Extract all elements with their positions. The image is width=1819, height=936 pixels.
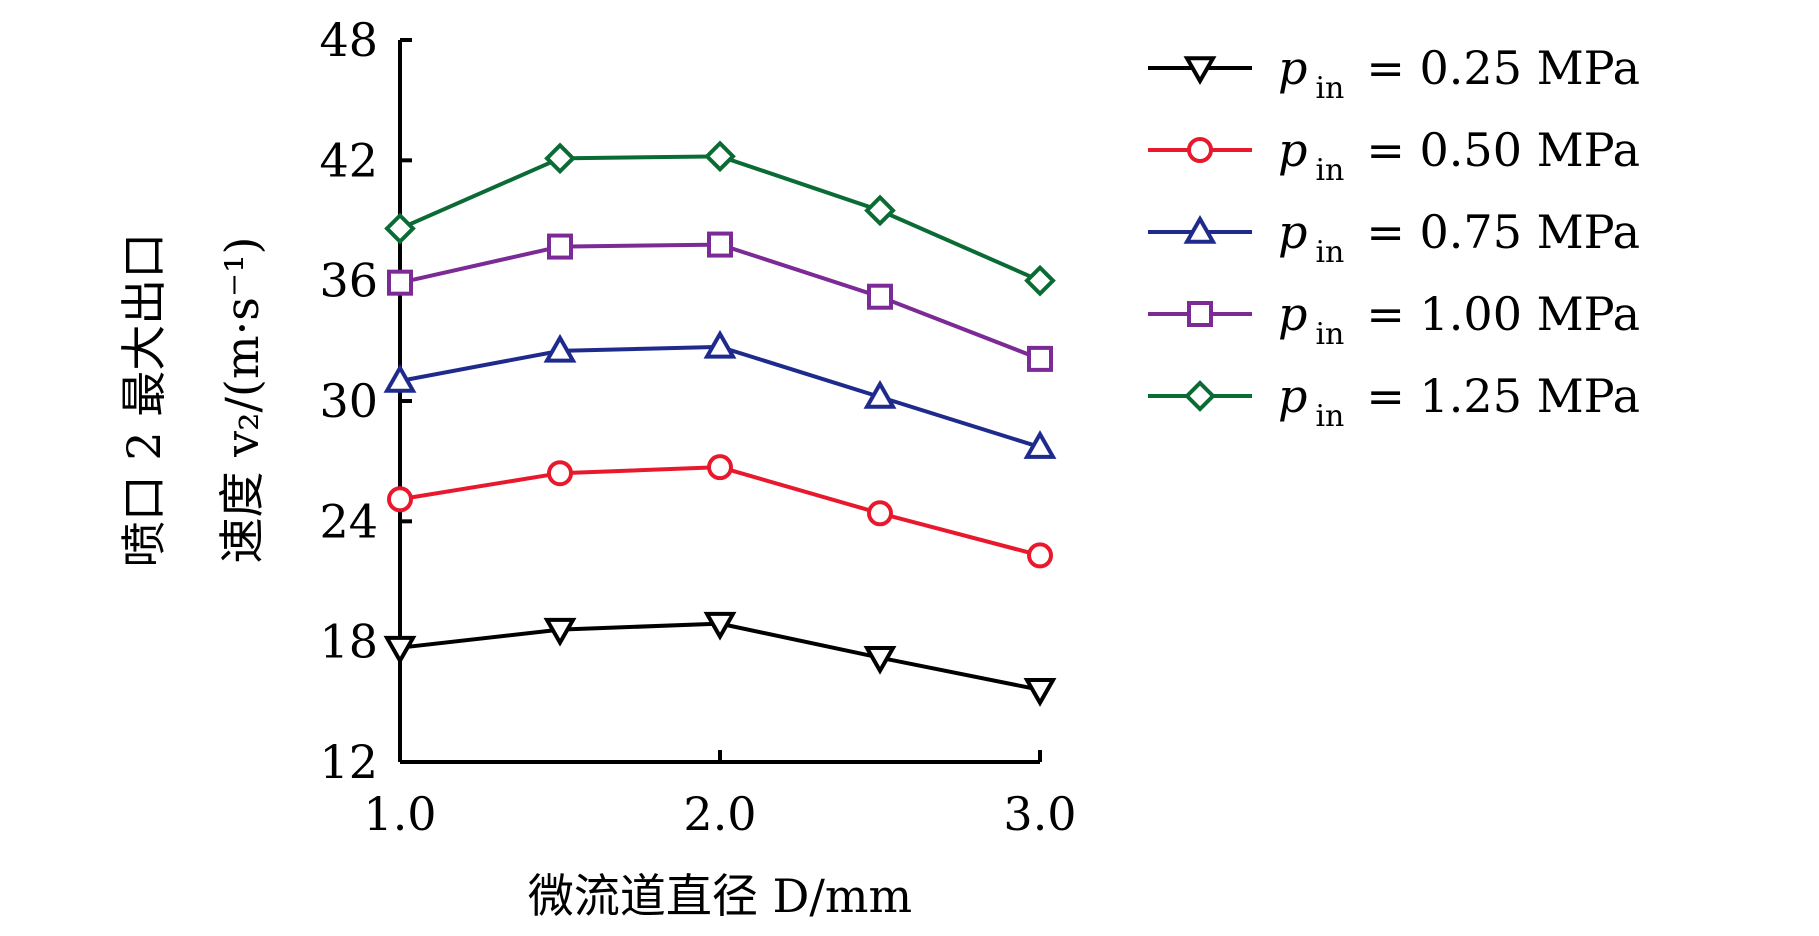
x-axis-title: 微流道直径 D/mm <box>528 869 912 923</box>
data-point <box>863 645 897 675</box>
data-point <box>1023 678 1057 707</box>
data-point <box>387 269 413 296</box>
data-point <box>383 635 417 665</box>
legend-label: p in = 1.25 MPa <box>1278 369 1640 434</box>
data-point <box>704 140 736 173</box>
data-point <box>1027 345 1053 372</box>
data-point <box>863 379 897 409</box>
series-2 <box>383 329 1057 459</box>
legend-marker <box>1183 56 1217 86</box>
data-point <box>1027 542 1053 569</box>
legend-entry: p in = 1.00 MPa <box>1148 287 1640 352</box>
y-axis-title-line1: 喷口 2 最大出口 <box>117 233 171 568</box>
x-tick-label: 2.0 <box>683 787 756 841</box>
x-tick-label: 1.0 <box>363 787 436 841</box>
legend-entry: p in = 0.25 MPa <box>1148 41 1640 106</box>
data-point <box>867 283 893 310</box>
legend-marker <box>1184 380 1216 412</box>
legend-label: p in = 0.25 MPa <box>1278 41 1640 106</box>
data-point <box>1024 264 1056 297</box>
series-0 <box>383 611 1057 707</box>
data-point <box>543 333 577 363</box>
legend: p in = 0.25 MPa p in = 0.50 MPa p in = 0.75 MPa p… <box>1148 41 1640 434</box>
data-point <box>703 611 737 641</box>
y-tick-label: 18 <box>319 615 378 669</box>
legend-entry: p in = 1.25 MPa <box>1148 369 1640 434</box>
legend-label: p in = 1.00 MPa <box>1278 287 1640 352</box>
data-point <box>543 617 577 647</box>
series-1 <box>387 454 1053 569</box>
data-point <box>544 142 576 175</box>
data-point <box>867 500 893 527</box>
legend-marker <box>1183 214 1217 244</box>
y-tick-label: 36 <box>319 254 378 308</box>
y-tick-label: 48 <box>319 13 378 67</box>
data-point <box>707 231 733 258</box>
data-point <box>1023 430 1057 459</box>
series-line <box>399 344 1041 450</box>
y-axis-title: 喷口 2 最大出口 速度 v₂/(m·s⁻¹) <box>117 233 269 568</box>
y-tick-label: 12 <box>319 735 378 789</box>
data-point <box>703 329 737 359</box>
data-point <box>387 486 413 513</box>
data-point <box>547 233 573 260</box>
data-point <box>383 363 417 393</box>
legend-label: p in = 0.75 MPa <box>1278 205 1640 270</box>
legend-label: p in = 0.50 MPa <box>1278 123 1640 188</box>
series-layer <box>383 140 1057 707</box>
data-point <box>707 454 733 481</box>
y-tick-label: 30 <box>319 374 378 428</box>
y-tick-label: 42 <box>319 133 378 187</box>
legend-marker <box>1187 301 1213 327</box>
y-axis-title-line2: 速度 v₂/(m·s⁻¹) <box>215 236 269 563</box>
series-4 <box>384 140 1056 297</box>
legend-marker <box>1187 137 1213 163</box>
axes: 12 18 24 30 36 42 48 1.0 2.0 3.0 <box>319 13 1076 841</box>
series-line <box>399 465 1041 558</box>
data-point <box>384 212 416 245</box>
data-point <box>547 460 573 487</box>
legend-entry: p in = 0.75 MPa <box>1148 205 1640 270</box>
y-tick-label: 24 <box>319 494 378 548</box>
legend-entry: p in = 0.50 MPa <box>1148 123 1640 188</box>
data-point <box>864 194 896 227</box>
series-3 <box>387 231 1053 372</box>
x-tick-label: 3.0 <box>1003 787 1076 841</box>
